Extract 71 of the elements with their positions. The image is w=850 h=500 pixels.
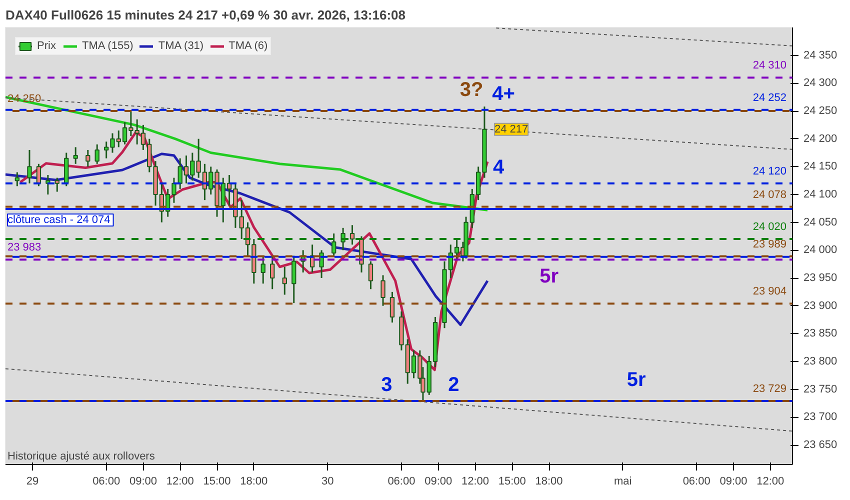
ref-line-label: 23 989 [752,238,787,250]
candlestick [36,163,42,187]
legend-label: Prix [37,40,57,52]
ref-line-label: 24 078 [752,188,787,201]
x-tick-label: 12:00 [166,476,194,488]
y-tick-label: 24 200 [804,132,838,145]
candlestick [350,224,355,246]
x-tick-label: 18:00 [240,476,268,488]
x-tick-label: 12:00 [461,476,490,488]
y-tick-label: 24 300 [804,77,838,90]
x-tick-label: 18:00 [535,476,563,488]
y-tick-label: 23 950 [804,272,838,284]
x-tick-label: 09:00 [129,476,157,488]
x-tick-label: 06:00 [92,476,120,488]
annotation: 3 [381,374,392,396]
x-tick-label: 09:00 [424,476,452,488]
candlestick [368,260,374,290]
y-tick-label: 23 800 [804,356,838,368]
y-tick-label: 24 000 [804,244,838,256]
candlestick [292,254,296,304]
candlestick [270,254,275,290]
x-tick-label: 29 [26,476,39,488]
annotation: 4 [493,156,506,178]
ref-line-label: 23 904 [752,286,787,298]
legend-label: TMA (31) [158,40,204,52]
ref-line-label: clôture cash - 24 074 [8,214,110,226]
candlestick [331,232,336,256]
legend-label: TMA (6) [228,40,268,52]
x-tick-label: 06:00 [388,476,416,488]
y-tick-label: 23 650 [804,439,838,452]
ref-line-label: 24 020 [752,221,787,234]
annotation: Historique ajusté aux rollovers [8,450,156,462]
annotation: 3? [460,79,484,102]
candlestick [94,144,100,165]
x-tick-label: 06:00 [682,476,710,488]
x-tick-label: 09:00 [720,476,748,488]
ref-line-label: 24 120 [752,165,787,178]
candlestick [54,177,60,192]
y-tick-label: 24 050 [804,216,838,228]
candlestick [260,254,266,284]
annotation: 24 217 [494,123,528,136]
y-tick-label: 23 750 [804,383,838,396]
annotation: 5r [540,266,559,288]
x-tick-label: 15:00 [203,476,231,488]
candlestick [86,149,90,168]
annotation: 5r [626,369,646,392]
chart-title: DAX40 Full0626 15 minutes 24 217 +0,69 % 30 avr. 2026, 13:16:08 [6,8,406,22]
candlestick [14,171,20,187]
ref-line-label: 23 729 [752,383,787,396]
y-tick-label: 24 250 [804,105,838,118]
y-tick-label: 24 100 [804,188,838,201]
y-tick-label: 23 900 [804,300,838,312]
candlestick [390,291,395,324]
annotation: 2 [448,374,460,396]
x-tick-label: mai [614,476,632,488]
x-tick-label: 15:00 [498,476,526,488]
y-tick-label: 24 350 [804,49,838,62]
ref-line-label: 24 310 [752,60,787,72]
ref-line-label: 23 983 [8,242,42,254]
candlestick [282,266,287,296]
candlestick [380,274,386,307]
y-tick-label: 23 700 [804,411,838,424]
candlestick [73,146,78,165]
y-tick-label: 23 850 [804,328,838,340]
x-tick-label: 12:00 [756,476,784,488]
y-tick-label: 24 150 [804,160,838,173]
x-tick-label: 30 [322,476,334,488]
annotation: 4+ [492,82,515,105]
legend-label: TMA (155) [82,40,134,52]
ref-line-label: 24 252 [752,92,787,104]
candlestick [27,149,32,184]
